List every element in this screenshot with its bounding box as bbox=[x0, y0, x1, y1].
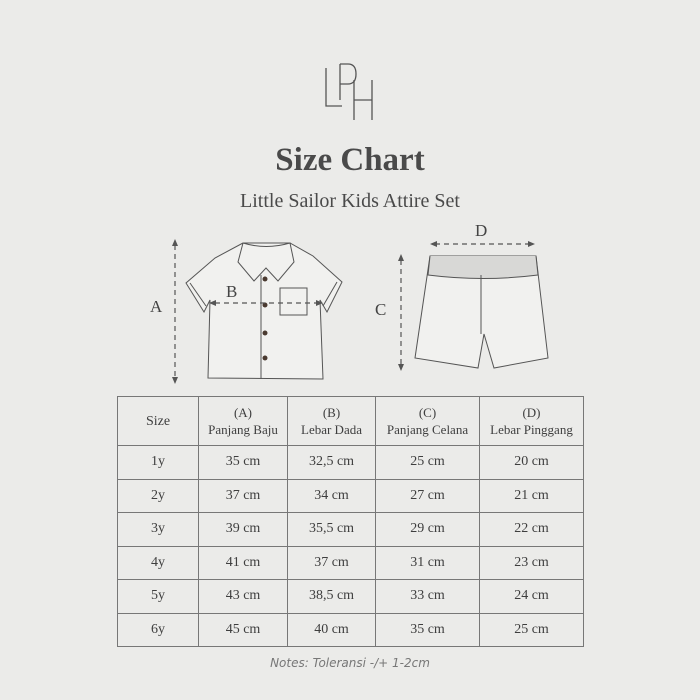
size-table: Size (A) Panjang Baju (B) Lebar Dada (C) Panja… bbox=[117, 396, 584, 647]
measurement-cell: 29 cm bbox=[375, 512, 480, 547]
measurement-cell: 40 cm bbox=[287, 612, 376, 647]
measurement-cell: 33 cm bbox=[375, 579, 480, 614]
column-header: Size bbox=[117, 396, 199, 446]
column-label: Panjang Celana bbox=[386, 422, 469, 437]
measurement-cell: 41 cm bbox=[198, 545, 288, 580]
size-cell: 6y bbox=[117, 612, 199, 647]
size-cell: 4y bbox=[117, 545, 199, 580]
shirt-buttons bbox=[262, 276, 268, 361]
measurement-cell: 22 cm bbox=[479, 512, 584, 547]
table-header-row: Size (A) Panjang Baju (B) Lebar Dada (C) Panja… bbox=[117, 396, 584, 446]
column-header: (B) Lebar Dada bbox=[287, 396, 376, 446]
column-code: (D) bbox=[522, 405, 541, 420]
shorts-illustration bbox=[414, 255, 549, 369]
table-row: 3y 39 cm 35,5 cm 29 cm 22 cm bbox=[117, 512, 584, 547]
measurement-cell: 23 cm bbox=[479, 545, 584, 580]
column-code: (B) bbox=[322, 405, 341, 420]
table-row: 4y 41 cm 37 cm 31 cm 23 cm bbox=[117, 545, 584, 580]
measurement-cell: 35,5 cm bbox=[287, 512, 376, 547]
label-a: A bbox=[150, 297, 163, 316]
measurement-cell: 43 cm bbox=[198, 579, 288, 614]
size-cell: 3y bbox=[117, 512, 199, 547]
table-row: 1y 35 cm 32,5 cm 25 cm 20 cm bbox=[117, 445, 584, 480]
measurement-cell: 25 cm bbox=[375, 445, 480, 480]
tolerance-note: Notes: Toleransi -/+ 1-2cm bbox=[270, 656, 430, 670]
measurement-cell: 34 cm bbox=[287, 478, 376, 513]
measurement-cell: 37 cm bbox=[198, 478, 288, 513]
column-label: Size bbox=[145, 413, 171, 429]
measure-arrows bbox=[174, 243, 530, 378]
measurement-cell: 24 cm bbox=[479, 579, 584, 614]
measurement-cell: 31 cm bbox=[375, 545, 480, 580]
column-header: (C) Panjang Celana bbox=[375, 396, 480, 446]
measurement-cell: 37 cm bbox=[287, 545, 376, 580]
size-cell: 1y bbox=[117, 445, 199, 480]
table-row: 6y 45 cm 40 cm 35 cm 25 cm bbox=[117, 612, 584, 647]
arrow-heads bbox=[172, 239, 535, 384]
column-code: (C) bbox=[418, 405, 437, 420]
measurement-cell: 25 cm bbox=[479, 612, 584, 647]
column-label: Lebar Pinggang bbox=[490, 422, 573, 437]
column-header: (D) Lebar Pinggang bbox=[479, 396, 584, 446]
measurement-cell: 21 cm bbox=[479, 478, 584, 513]
measurement-cell: 45 cm bbox=[198, 612, 288, 647]
brand-logo bbox=[325, 63, 373, 120]
table-row: 2y 37 cm 34 cm 27 cm 21 cm bbox=[117, 478, 584, 513]
measurement-cell: 20 cm bbox=[479, 445, 584, 480]
measurement-cell: 35 cm bbox=[198, 445, 288, 480]
page-title: Size Chart bbox=[275, 142, 425, 178]
label-d: D bbox=[475, 221, 488, 240]
measurement-cell: 27 cm bbox=[375, 478, 480, 513]
shirt-illustration bbox=[185, 242, 343, 380]
size-cell: 2y bbox=[117, 478, 199, 513]
garment-diagram bbox=[172, 239, 549, 384]
label-b: B bbox=[226, 282, 238, 301]
column-code: (A) bbox=[233, 405, 253, 420]
column-label: Lebar Dada bbox=[301, 422, 362, 437]
measurement-cell: 39 cm bbox=[198, 512, 288, 547]
measurement-cell: 32,5 cm bbox=[287, 445, 376, 480]
column-label: Panjang Baju bbox=[208, 422, 278, 437]
measurement-cell: 38,5 cm bbox=[287, 579, 376, 614]
column-header: (A) Panjang Baju bbox=[198, 396, 288, 446]
measurement-cell: 35 cm bbox=[375, 612, 480, 647]
table-row: 5y 43 cm 38,5 cm 33 cm 24 cm bbox=[117, 579, 584, 614]
product-subtitle: Little Sailor Kids Attire Set bbox=[240, 190, 460, 212]
label-c: C bbox=[375, 300, 387, 319]
size-cell: 5y bbox=[117, 579, 199, 614]
